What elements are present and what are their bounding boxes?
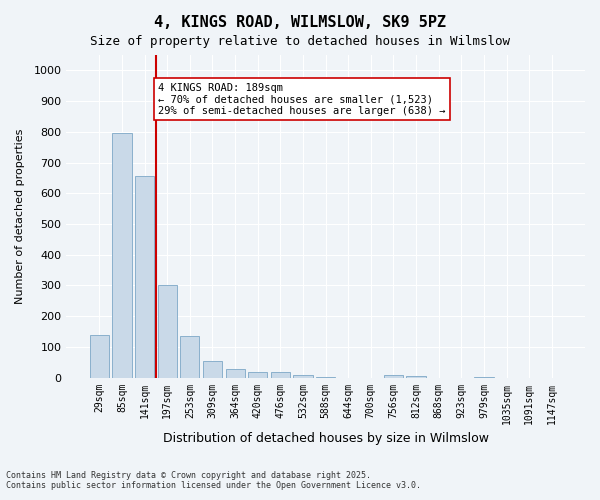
Bar [406, 376, 425, 378]
Bar [180, 336, 199, 378]
Bar [226, 370, 245, 378]
Bar [112, 134, 131, 378]
Bar [293, 374, 313, 378]
Bar [248, 372, 268, 378]
Bar [90, 334, 109, 378]
Bar [158, 286, 177, 378]
Y-axis label: Number of detached properties: Number of detached properties [15, 128, 25, 304]
Bar [475, 377, 494, 378]
Text: 4 KINGS ROAD: 189sqm
← 70% of detached houses are smaller (1,523)
29% of semi-de: 4 KINGS ROAD: 189sqm ← 70% of detached h… [158, 82, 446, 116]
Text: Contains HM Land Registry data © Crown copyright and database right 2025.
Contai: Contains HM Land Registry data © Crown c… [6, 470, 421, 490]
X-axis label: Distribution of detached houses by size in Wilmslow: Distribution of detached houses by size … [163, 432, 488, 445]
Bar [135, 176, 154, 378]
Bar [203, 361, 222, 378]
Bar [316, 377, 335, 378]
Bar [271, 372, 290, 378]
Bar [384, 375, 403, 378]
Text: Size of property relative to detached houses in Wilmslow: Size of property relative to detached ho… [90, 35, 510, 48]
Text: 4, KINGS ROAD, WILMSLOW, SK9 5PZ: 4, KINGS ROAD, WILMSLOW, SK9 5PZ [154, 15, 446, 30]
